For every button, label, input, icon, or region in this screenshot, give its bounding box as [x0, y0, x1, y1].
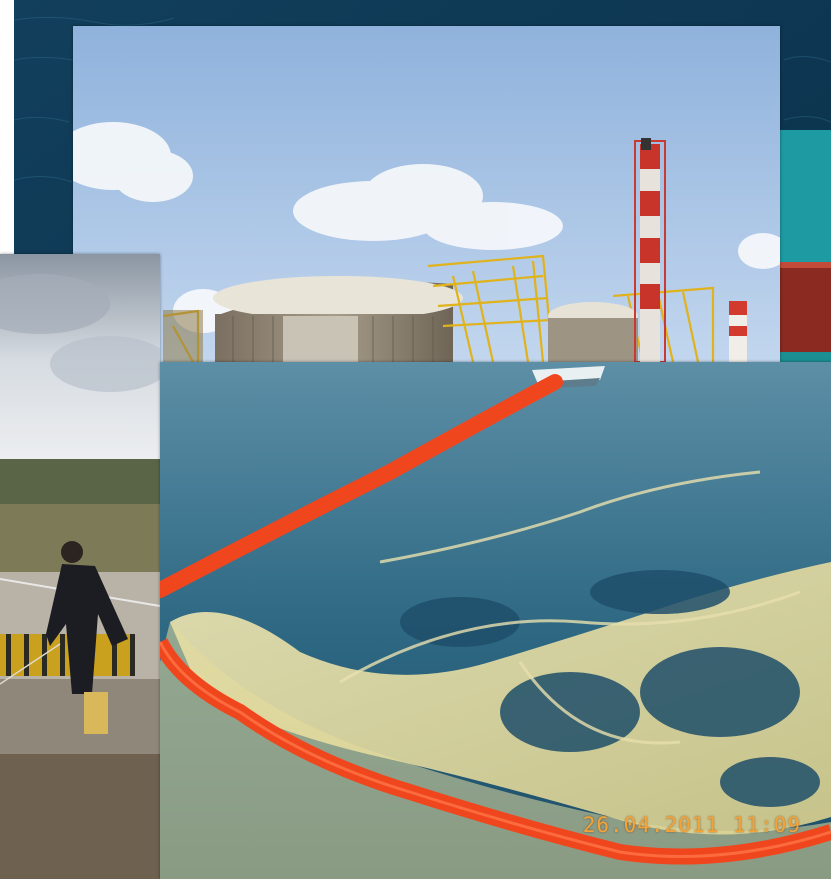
containment-boom	[160, 374, 563, 598]
worker-figure	[46, 541, 128, 734]
lng-terminal-photo	[73, 26, 780, 362]
oil-slick	[170, 562, 831, 835]
lng-storage-tank	[213, 276, 463, 362]
shoreline-worker-photo	[0, 254, 160, 879]
oil-boom-photo: 26.04.2011 11:09	[160, 362, 831, 879]
photo-timestamp: 26.04.2011 11:09	[582, 813, 801, 837]
flare-stack	[634, 138, 666, 362]
